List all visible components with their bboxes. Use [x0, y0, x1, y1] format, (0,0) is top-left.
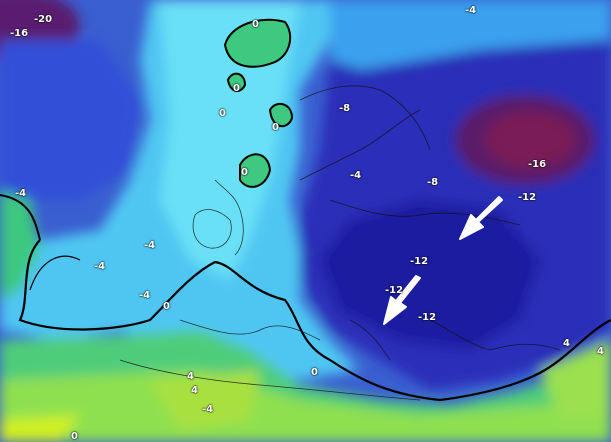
contour-label: -12 — [385, 285, 404, 296]
norway-coast-warm-patch — [239, 153, 272, 188]
atlantic-cold-zone — [0, 40, 140, 200]
contour-label: -4 — [350, 170, 362, 181]
contour-label: -4 — [144, 240, 156, 251]
arctic-cool-zone — [330, 0, 611, 70]
contour-label: 0 — [163, 301, 170, 312]
contour-line — [29, 255, 81, 291]
contour-label: -12 — [518, 192, 537, 203]
faroe-warm-patch — [226, 72, 247, 92]
contour-label: 0 — [311, 367, 318, 378]
contour-label: -4 — [465, 5, 477, 16]
east-warm-zone — [540, 340, 611, 420]
arrow-icon-central — [383, 275, 421, 325]
iceland-warm-patch — [223, 18, 292, 68]
contour-label: -4 — [202, 404, 214, 415]
contour-label: -4 — [139, 290, 151, 301]
warm-zone — [0, 370, 611, 442]
arrow-icon-east — [459, 196, 503, 240]
atlantic-mild-zone — [0, 190, 40, 300]
africa-warm-zone — [0, 415, 80, 442]
contour-label: -16 — [528, 159, 547, 170]
contour-label: -4 — [15, 188, 27, 199]
iberia-warm-zone — [150, 370, 260, 430]
contour-label: 4 — [597, 346, 604, 357]
zero-contour-west — [0, 194, 41, 241]
shetland-warm-patch — [268, 102, 294, 128]
contour-label: 4 — [191, 385, 198, 396]
russia-cold-core — [485, 112, 575, 168]
contour-label: 0 — [252, 19, 259, 30]
near-zero-core — [160, 0, 300, 280]
contour-label: 0 — [233, 83, 240, 94]
contour-label: 4 — [563, 338, 570, 349]
contour-label: -8 — [339, 103, 351, 114]
contour-label: 0 — [272, 122, 279, 133]
cold-core — [320, 200, 540, 350]
contour-label: 4 — [187, 371, 194, 382]
contour-label: -12 — [418, 312, 437, 323]
contour-label: -12 — [410, 256, 429, 267]
contour-label: 0 — [71, 431, 78, 442]
contour-label: -4 — [94, 261, 106, 272]
contour-label: -8 — [427, 177, 439, 188]
contour-label: -16 — [10, 28, 29, 39]
zero-contour-south — [18, 239, 611, 402]
contour-label: 0 — [219, 108, 226, 119]
coastlines — [119, 85, 561, 401]
contour-label: -20 — [34, 14, 53, 25]
contour-label: 0 — [241, 167, 248, 178]
